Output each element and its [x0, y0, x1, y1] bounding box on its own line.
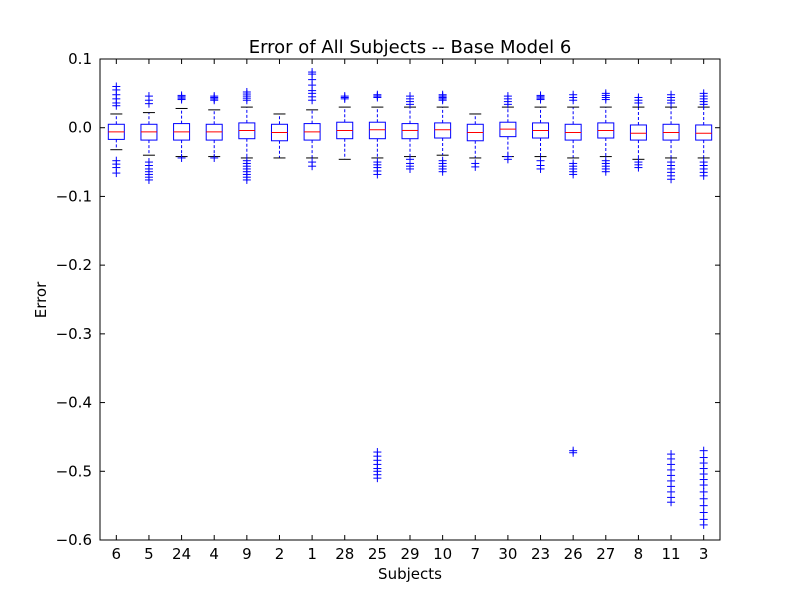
plot-area: 0.1 0.0 −0.1 −0.2 −0.3 −0.4 −0.5 −0.6 6 5 24 4 9 2 1 28…	[56, 50, 720, 563]
y-tick-label: −0.6	[56, 531, 92, 549]
x-tick-label: 10	[433, 545, 452, 563]
flier-point	[699, 481, 708, 490]
flier-point	[373, 474, 382, 483]
y-tick-label: −0.5	[56, 462, 92, 480]
plot-frame	[99, 58, 721, 541]
flier-point	[569, 96, 578, 105]
flier-point	[569, 170, 578, 179]
flier-point	[503, 155, 512, 164]
flier-point	[177, 153, 186, 162]
flier-point	[210, 96, 219, 105]
flier-point	[210, 153, 219, 162]
y-tick-label: 0.1	[68, 50, 92, 68]
box	[368, 121, 386, 140]
box	[434, 122, 452, 139]
x-tick-label: 6	[112, 545, 122, 563]
flier-point	[634, 163, 643, 172]
flier-point	[112, 169, 121, 178]
flier-point	[699, 508, 708, 517]
flier-point	[112, 101, 121, 110]
flier-point	[699, 494, 708, 503]
y-tick-label: −0.2	[56, 256, 92, 274]
flier-point	[536, 164, 545, 173]
flier-point	[177, 95, 186, 104]
flier-point	[667, 175, 676, 184]
x-tick-label: 8	[634, 545, 644, 563]
flier-point	[471, 162, 480, 171]
x-tick-label: 5	[144, 545, 154, 563]
x-tick-label: 27	[596, 545, 615, 563]
flier-point	[438, 167, 447, 176]
flier-point	[667, 98, 676, 107]
flier-point	[438, 96, 447, 105]
x-tick-label: 3	[699, 545, 709, 563]
x-axis-label: Subjects	[378, 565, 442, 583]
y-tick-label: −0.4	[56, 394, 92, 412]
x-tick-label: 1	[307, 545, 317, 563]
x-tick-label: 28	[335, 545, 354, 563]
flier-point	[406, 100, 414, 109]
x-tick-label: 11	[662, 545, 681, 563]
y-tick-label: −0.3	[56, 325, 92, 343]
flier-point	[601, 95, 610, 104]
flier-point	[699, 100, 708, 109]
x-tick-label: 30	[498, 545, 517, 563]
flier-point	[601, 167, 610, 176]
flier-point	[699, 171, 708, 180]
flier-point	[308, 96, 317, 105]
flier-point	[242, 96, 251, 105]
flier-point	[340, 94, 349, 103]
x-tick-label: 26	[564, 545, 583, 563]
x-tick-label: 29	[400, 545, 419, 563]
flier-point	[634, 98, 643, 107]
x-tick-label: 25	[368, 545, 387, 563]
y-tick-label: 0.0	[68, 119, 92, 137]
flier-point	[242, 175, 251, 184]
x-tick-label: 23	[531, 545, 550, 563]
flier-point	[406, 164, 414, 173]
flier-point	[373, 170, 382, 179]
flier-point	[699, 446, 708, 455]
flier-point	[536, 95, 545, 104]
flier-point	[503, 100, 512, 109]
flier-point	[144, 175, 153, 184]
flier-point	[373, 93, 382, 102]
flier-point	[667, 498, 676, 507]
flier-point	[699, 487, 708, 496]
box	[695, 124, 713, 141]
box	[401, 123, 419, 140]
y-axis-label: Error	[32, 281, 50, 318]
box	[629, 124, 647, 141]
flier-point	[144, 99, 153, 108]
flier-point	[699, 520, 708, 529]
flier-point	[308, 162, 317, 171]
y-tick-label: −0.1	[56, 187, 92, 205]
x-tick-label: 7	[470, 545, 480, 563]
flier-point	[699, 501, 708, 510]
flier-point	[569, 448, 578, 457]
x-tick-label: 9	[242, 545, 252, 563]
chart-title: Error of All Subjects -- Base Model 6	[249, 37, 572, 58]
x-tick-label: 24	[172, 545, 191, 563]
x-tick-label: 2	[275, 545, 285, 563]
x-tick-label: 4	[209, 545, 219, 563]
